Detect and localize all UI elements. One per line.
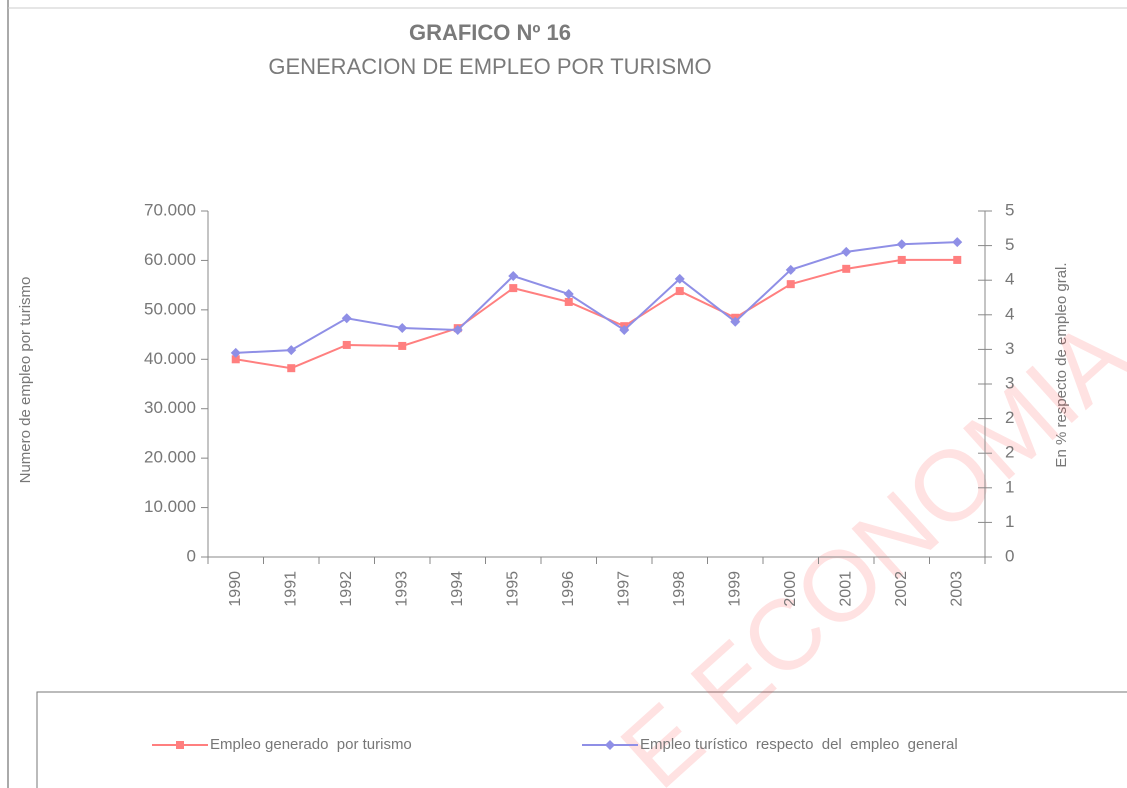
y-axis-label: Numero de empleo por turismo: [17, 277, 34, 484]
point: [842, 264, 851, 273]
chart-subtitle: GENERACION DE EMPLEO POR TURISMO: [268, 54, 711, 79]
legend-box: [36, 691, 1127, 788]
y2-tick-label: 0: [1005, 546, 1014, 565]
point: [286, 345, 297, 356]
x-tick-label: 1996: [560, 571, 577, 607]
x-tick-label: 2001: [837, 571, 854, 607]
point: [786, 280, 795, 289]
y-tick-label: 30.000: [144, 398, 196, 417]
x-tick-label: 1993: [393, 571, 410, 607]
y2-tick-label: 5: [1005, 235, 1014, 254]
y-tick-label: 20.000: [144, 448, 196, 467]
point: [231, 355, 240, 364]
legend-label: Empleo turístico respecto del empleo gen…: [640, 736, 958, 753]
y-tick-label: 40.000: [144, 349, 196, 368]
series-line: [235, 258, 958, 370]
point: [230, 347, 241, 358]
point: [730, 316, 741, 327]
point: [176, 741, 184, 749]
watermark: E ECONOMIA: [600, 299, 1127, 788]
point: [952, 237, 963, 248]
y-tick-label: 10.000: [144, 497, 196, 516]
y2-axis-label: En % respecto de empleo gral.: [1053, 262, 1070, 467]
point: [341, 313, 352, 324]
y-tick-label: 50.000: [144, 299, 196, 318]
point: [619, 325, 630, 336]
point: [342, 340, 351, 349]
y2-tick-label: 2: [1005, 443, 1014, 462]
point: [675, 287, 684, 296]
y-tick-label: 0: [187, 546, 196, 565]
point: [785, 264, 796, 275]
x-tick-label: 1998: [671, 571, 688, 607]
series-line: [235, 241, 958, 354]
x-tick-label: 2000: [782, 571, 799, 607]
x-tick-label: 1991: [282, 571, 299, 607]
y2-tick-label: 1: [1005, 512, 1014, 531]
point: [398, 341, 407, 350]
y2-tick-label: 4: [1005, 270, 1014, 289]
point: [953, 255, 962, 264]
point: [674, 273, 685, 284]
point: [287, 364, 296, 373]
x-tick-label: 1994: [449, 571, 466, 607]
point: [563, 289, 574, 300]
point: [896, 239, 907, 250]
point: [841, 246, 852, 257]
y-tick-label: 70.000: [144, 200, 196, 219]
y2-tick-label: 1: [1005, 477, 1014, 496]
x-tick-label: 1997: [615, 571, 632, 607]
y2-tick-label: 4: [1005, 304, 1014, 323]
x-tick-label: 2002: [893, 571, 910, 607]
y2-tick-label: 5: [1005, 200, 1014, 219]
point: [397, 322, 408, 333]
x-tick-label: 1990: [227, 571, 244, 607]
point: [452, 325, 463, 336]
y2-tick-label: 3: [1005, 373, 1014, 392]
point: [508, 271, 519, 282]
x-tick-label: 1995: [504, 571, 521, 607]
y2-tick-label: 3: [1005, 339, 1014, 358]
y2-tick-label: 2: [1005, 408, 1014, 427]
x-tick-label: 2003: [948, 571, 965, 607]
x-tick-label: 1999: [726, 571, 743, 607]
y-tick-label: 60.000: [144, 250, 196, 269]
point: [897, 255, 906, 264]
chart-title: GRAFICO Nº 16: [409, 20, 571, 45]
point: [564, 297, 573, 306]
x-tick-label: 1992: [338, 571, 355, 607]
point: [605, 740, 615, 750]
legend-label: Empleo generado por turismo: [210, 736, 412, 753]
point: [509, 284, 518, 293]
